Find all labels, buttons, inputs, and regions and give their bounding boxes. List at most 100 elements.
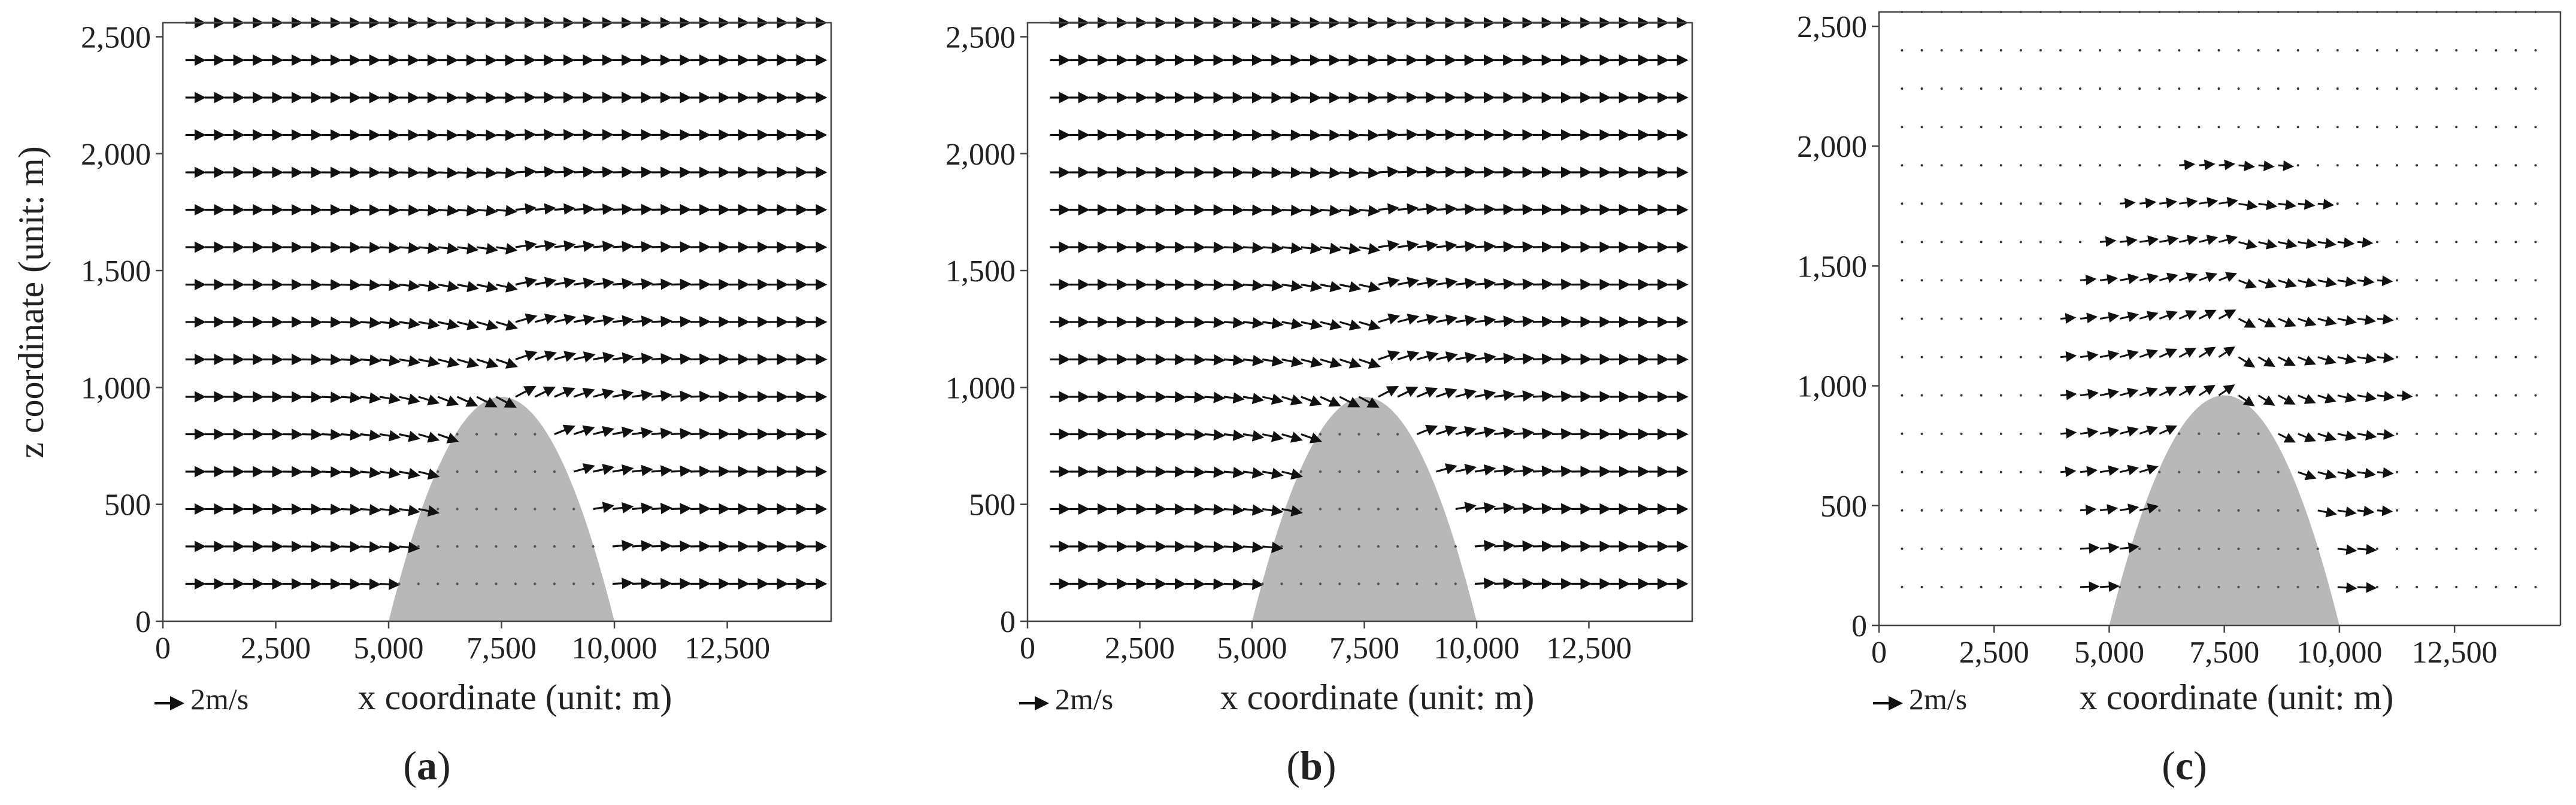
panel-c-vector-point: [2495, 164, 2498, 167]
panel-a-vector-arrow: [418, 356, 441, 367]
panel-c-vector-point: [2396, 49, 2398, 52]
panel-b-vector-point: [1299, 582, 1302, 585]
panel-c-vector-point: [1940, 202, 1943, 205]
panel-c-vector-point: [2534, 49, 2537, 52]
panel-b-vector-arrow: [1513, 353, 1535, 365]
panel-c-vector-point: [2138, 585, 2141, 589]
panel-b-xlabel: x coordinate (unit: m): [1220, 678, 1535, 717]
panel-a-vector-arrow: [612, 241, 634, 253]
panel-c-vector-arrow: [2060, 427, 2077, 439]
panel-b-vector-arrow: [1551, 278, 1573, 290]
panel-b-vector-arrow: [1494, 427, 1516, 439]
panel-c-vector-point: [2356, 164, 2359, 167]
panel-c-vector-point: [2495, 547, 2498, 550]
panel-c-vector-point: [2059, 585, 2062, 588]
panel-c-vector-point: [2514, 279, 2517, 282]
panel-c-vector-arrow: [2218, 272, 2237, 282]
panel-b-vector-arrow: [1551, 390, 1573, 403]
panel-c-vector-arrow: [2099, 236, 2117, 247]
panel-c-vector-arrow: [2119, 349, 2139, 360]
panel-a-vector-arrow: [651, 465, 672, 477]
panel-a-x-tick-label: 2,500: [241, 631, 311, 666]
panel-c-vector-point: [2534, 509, 2537, 512]
panel-c-vector-point: [2416, 241, 2419, 244]
panel-c-vector-point: [1960, 87, 1963, 90]
panel-c-vector-point: [2514, 509, 2517, 512]
panel-c-vector-point: [2138, 126, 2141, 129]
panel-b-vector-arrow: [1242, 393, 1265, 405]
panel-b-vector-arrow: [1571, 428, 1592, 440]
panel-a-vector-arrow: [418, 166, 440, 179]
panel-a-vector-arrow: [690, 278, 711, 290]
panel-a-x-tick-label: 5,000: [354, 631, 424, 666]
panel-c-vector-point: [2534, 164, 2537, 167]
panel-b-y-tick-label: 2,000: [945, 138, 1016, 172]
panel-b-vector-point: [1416, 545, 1419, 548]
panel-c-vector-point: [2118, 585, 2122, 589]
panel-a-vector-arrow: [671, 503, 692, 515]
panel-b-vector-arrow: [1281, 505, 1303, 517]
panel-c-vector-arrow: [2377, 275, 2393, 287]
panel-b-vector-arrow: [1223, 204, 1245, 216]
panel-c-vector-arrow: [2080, 388, 2099, 400]
panel-b-vector-arrow: [1417, 277, 1439, 288]
panel-a-legend-label: 2m/s: [190, 682, 248, 716]
panel-a-frame: [162, 22, 832, 622]
panel-a-marks: [185, 17, 828, 621]
panel-c-vector-arrow: [2357, 506, 2375, 517]
panel-c-vector-point: [2237, 509, 2240, 512]
panel-b-vector-arrow: [1378, 313, 1401, 325]
panel-b-marks: [1050, 17, 1689, 621]
panel-a-vector-arrow: [651, 203, 672, 215]
panel-b-vector-arrow: [1339, 205, 1361, 217]
panel-c-vector-point: [1999, 585, 2002, 588]
panel-a-vector-arrow: [476, 205, 498, 217]
panel-c-vector-point: [2039, 356, 2042, 359]
panel-b-vector-arrow: [1474, 540, 1496, 552]
panel-b-vector-arrow: [1397, 166, 1419, 178]
panel-b-vector-point: [1377, 433, 1380, 436]
panel-c-vector-point: [2079, 164, 2081, 167]
panel-b-vector-point: [1377, 582, 1380, 585]
panel-b-vector-arrow: [1358, 357, 1381, 369]
panel-c-vector-point: [2356, 49, 2359, 52]
panel-c-vector-point: [1999, 279, 2002, 282]
panel-a-vector-arrow: [418, 204, 440, 216]
panel-a-vector-arrow: [495, 396, 517, 408]
panel-c-vector-arrow: [2060, 466, 2077, 478]
panel-c-vector-point: [2475, 317, 2478, 320]
panel-a-vector-arrow: [437, 395, 459, 406]
panel-c-vector-point: [2059, 547, 2062, 550]
panel-a-vector-arrow: [457, 242, 479, 254]
panel-b-vector-arrow: [1455, 426, 1477, 438]
panel-c-vector-point: [1940, 279, 1943, 282]
panel-b-vector-point: [1357, 508, 1360, 511]
panel-c-vector-point: [2534, 241, 2537, 244]
panel-c-vector-arrow: [2178, 310, 2198, 320]
panel-a-vector-arrow: [554, 424, 575, 436]
panel-c-vector-point: [1960, 49, 1963, 52]
panel-a-vector-arrow: [379, 204, 401, 216]
panel-b-vector-arrow: [1242, 541, 1264, 553]
panel-c-vector-point: [1940, 547, 1943, 550]
panel-a-vector-arrow: [379, 504, 401, 516]
panel-a-vector-point: [456, 582, 459, 585]
panel-a-vector-arrow: [632, 353, 653, 364]
panel-c-vector-point: [2059, 126, 2062, 129]
panel-c-vector-point: [2296, 49, 2299, 52]
panel-b-vector-arrow: [1223, 279, 1245, 291]
panel-a-vector-arrow: [612, 502, 634, 514]
panel-b-vector-arrow: [1551, 316, 1573, 328]
panel-a-vector-point: [495, 582, 498, 585]
panel-a-vector-arrow: [399, 166, 420, 178]
panel-b-vector-point: [1299, 470, 1302, 473]
panel-c-vector-point: [2039, 432, 2042, 435]
panel-c-y-tick-label: 0: [1851, 609, 1867, 643]
panel-b-vector-arrow: [1359, 205, 1380, 217]
panel-c-vector-arrow: [2257, 356, 2275, 367]
panel-a-vector-arrow: [573, 314, 596, 326]
panel-c-vector-arrow: [2119, 311, 2139, 322]
panel-a-vector-arrow: [515, 239, 537, 251]
panel-a-vector-arrow: [515, 385, 537, 398]
panel-a-vector-point: [495, 508, 498, 511]
